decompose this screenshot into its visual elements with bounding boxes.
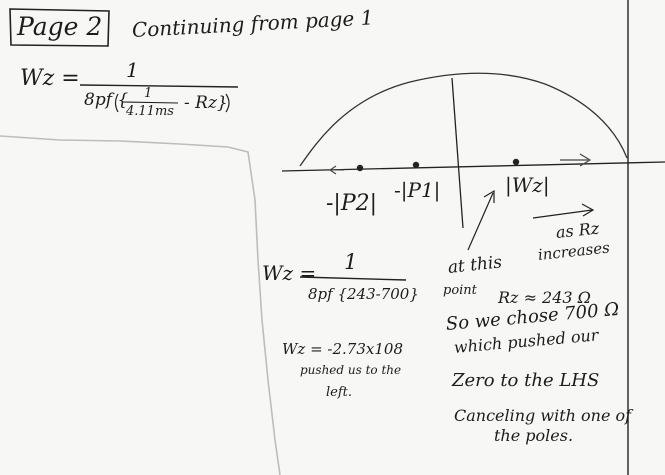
eq1-inner-denominator: 4.11ms	[126, 104, 174, 119]
eq2-numerator: 1	[344, 250, 358, 274]
pole-p1-label: -|P1|	[394, 178, 441, 202]
eq2-lhs: Wz =	[262, 261, 317, 285]
pole-p2-label: -|P2|	[326, 191, 378, 216]
result-line2: pushed us to the	[300, 363, 402, 377]
arrow-note-line1: as Rz	[554, 218, 601, 242]
page-label-box	[9, 8, 110, 47]
rz-arrow-icon	[532, 203, 595, 219]
eq1-right-brace	[225, 93, 230, 113]
eq1-denominator-prefix: 8pf {	[84, 90, 129, 110]
eq1-lhs: Wz =	[20, 66, 80, 91]
root-locus-arc	[299, 72, 628, 167]
result-line3: left.	[326, 385, 353, 400]
zero-wz-mark	[512, 158, 520, 166]
note-line-canceling: Canceling with one of	[454, 406, 632, 425]
eq1-denominator-suffix: - Rz}	[184, 93, 228, 113]
axis-arrow-left-icon	[329, 165, 344, 175]
zero-wz-label: |Wz|	[505, 173, 550, 197]
pointer-arrow-icon	[467, 189, 495, 251]
note-line-zero: Zero to the LHS	[452, 370, 600, 391]
axis-arrow-icon	[560, 153, 592, 167]
note-point: point	[443, 283, 477, 298]
page-label: Page 2	[17, 12, 103, 41]
pole-p2-mark	[356, 164, 364, 172]
eq1-left-brace	[114, 93, 119, 113]
imag-axis	[451, 77, 464, 229]
real-axis	[281, 161, 665, 172]
note-line-poles: the poles.	[494, 426, 574, 445]
eq1-numerator: 1	[126, 58, 139, 82]
note-rz-value: Rz ≈ 243 Ω	[498, 288, 591, 307]
torn-paper-edge	[0, 135, 281, 475]
eq2-fraction-bar	[299, 276, 407, 281]
pole-p1-mark	[412, 161, 420, 169]
eq1-fraction-bar	[79, 84, 239, 88]
result-line1: Wz = -2.73x108	[282, 340, 403, 358]
eq2-denominator: 8pf {243-700}	[308, 285, 419, 303]
eq1-inner-bar	[121, 101, 179, 104]
eq1-inner-numerator: 1	[144, 86, 153, 101]
